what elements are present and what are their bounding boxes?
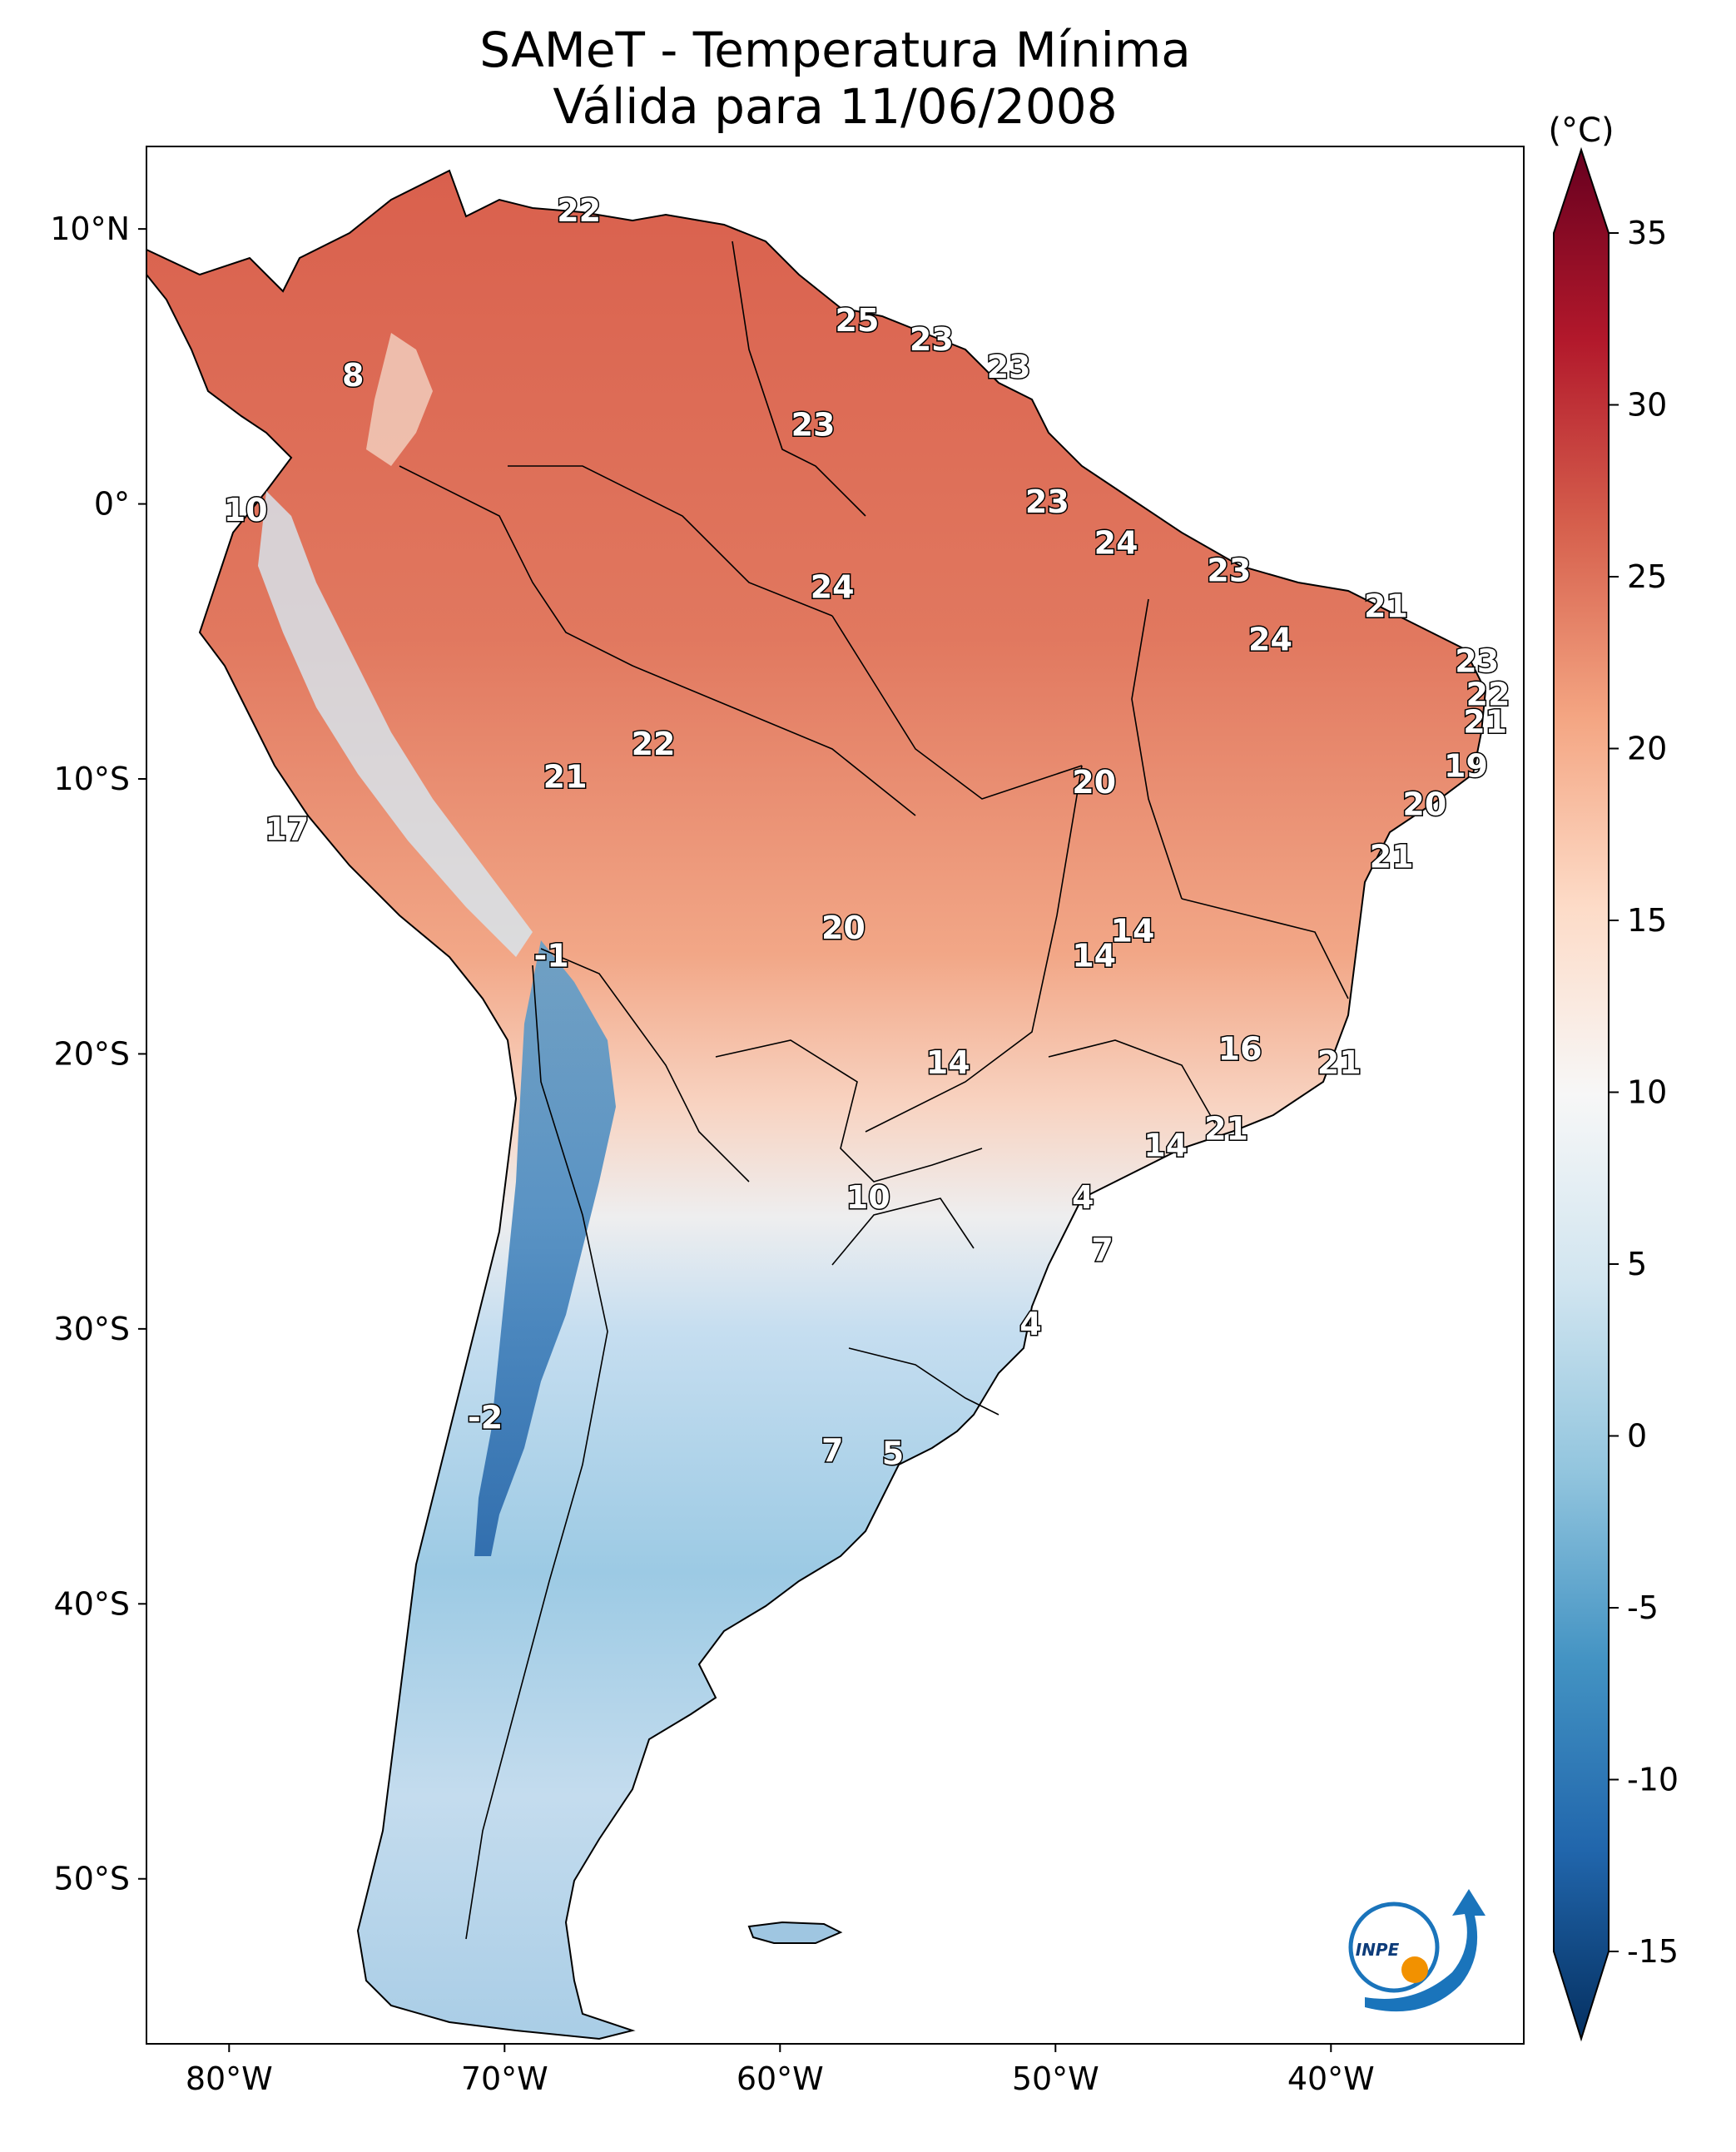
station-value-label: 10 bbox=[846, 1179, 890, 1216]
lat-tick-label: 0° bbox=[94, 486, 130, 523]
station-value-label: 14 bbox=[1072, 937, 1116, 974]
station-value-label: 21 bbox=[1204, 1110, 1248, 1147]
station-value-label: 14 bbox=[1111, 913, 1155, 950]
map-title: SAMeT - Temperatura Mínima bbox=[479, 22, 1191, 78]
colorbar-tick-label: 15 bbox=[1627, 902, 1667, 939]
country-borders bbox=[399, 240, 1349, 1940]
station-value-label: 7 bbox=[821, 1432, 843, 1469]
lon-tick-label: 80°W bbox=[186, 2060, 273, 2097]
station-value-label: 21 bbox=[1364, 588, 1408, 625]
station-value-label: 14 bbox=[926, 1044, 970, 1081]
station-value-label: 20 bbox=[1072, 764, 1116, 801]
station-value-label: 20 bbox=[821, 910, 866, 946]
station-value-label: 4 bbox=[1019, 1306, 1041, 1342]
colorbar-unit: (°C) bbox=[1548, 112, 1614, 150]
andes-cold-region bbox=[474, 940, 616, 1556]
colombia-highlands bbox=[366, 333, 433, 466]
andes-north-cool bbox=[258, 491, 533, 957]
station-value-label: 20 bbox=[1402, 786, 1446, 823]
station-value-label: 5 bbox=[882, 1435, 904, 1471]
lon-tick-label: 50°W bbox=[1012, 2060, 1099, 2097]
station-value-label: 21 bbox=[1370, 838, 1414, 875]
colorbar-tick-label: 20 bbox=[1627, 731, 1667, 767]
station-value-label: 23 bbox=[910, 321, 954, 358]
colorbar-body bbox=[1553, 146, 1610, 2042]
station-value-label: 7 bbox=[1091, 1232, 1113, 1268]
station-value-label: 24 bbox=[1094, 525, 1138, 562]
latitude-ticks: 10°N 0° 10°S 20°S 30°S 40°S 50°S bbox=[50, 211, 146, 1897]
map-subtitle: Válida para 11/06/2008 bbox=[553, 78, 1118, 135]
colorbar-tick-label: 25 bbox=[1627, 558, 1667, 595]
longitude-ticks: 80°W 70°W 60°W 50°W 40°W bbox=[186, 2044, 1375, 2097]
station-value-label: 10 bbox=[224, 492, 268, 528]
colorbar-tick-label: 10 bbox=[1627, 1074, 1667, 1111]
station-value-label: 23 bbox=[1455, 643, 1499, 680]
colorbar-tick-label: 5 bbox=[1627, 1246, 1647, 1282]
station-value-label: 23 bbox=[791, 407, 836, 444]
lon-tick-label: 60°W bbox=[737, 2060, 824, 2097]
station-value-label: 22 bbox=[632, 726, 676, 762]
station-value-label: -1 bbox=[533, 937, 568, 974]
station-value-label: 19 bbox=[1444, 747, 1488, 784]
station-value-label: -2 bbox=[468, 1399, 503, 1435]
lat-tick-label: 10°N bbox=[50, 211, 130, 247]
station-value-label: 21 bbox=[1317, 1044, 1362, 1081]
falkland-islands bbox=[747, 1921, 843, 1944]
lat-tick-label: 50°S bbox=[54, 1861, 130, 1897]
station-value-label: 23 bbox=[1025, 483, 1069, 520]
station-value-label: 23 bbox=[987, 349, 1031, 385]
map-frame bbox=[146, 146, 1525, 2045]
station-value-label: 14 bbox=[1143, 1127, 1188, 1163]
colorbar: (°C) 35 30 25 20 15 10 5 0 -5 -10 -15 bbox=[1548, 112, 1679, 2042]
logo-circle bbox=[1348, 1902, 1440, 1993]
station-value-label: 16 bbox=[1218, 1031, 1262, 1068]
logo-text: INPE bbox=[1356, 1940, 1400, 1960]
inpe-logo: INPE bbox=[1348, 1889, 1486, 2012]
station-value-label: 22 bbox=[1466, 676, 1510, 712]
colorbar-tick-label: 0 bbox=[1627, 1418, 1647, 1455]
station-value-label: 24 bbox=[1248, 621, 1292, 657]
station-value-label: 23 bbox=[1207, 553, 1251, 589]
station-value-label: 21 bbox=[543, 759, 588, 796]
colorbar-tick-label: 30 bbox=[1627, 387, 1667, 424]
lat-tick-label: 30°S bbox=[54, 1311, 130, 1347]
colorbar-ticks: 35 30 25 20 15 10 5 0 -5 -10 -15 bbox=[1609, 215, 1679, 1970]
continent-land bbox=[146, 169, 1487, 2040]
lon-tick-label: 40°W bbox=[1287, 2060, 1375, 2097]
logo-orange-dot bbox=[1401, 1956, 1428, 1983]
lat-tick-label: 20°S bbox=[54, 1035, 130, 1072]
station-value-label: 25 bbox=[836, 302, 880, 339]
station-value-label: 24 bbox=[811, 569, 855, 606]
colorbar-tick-label: -5 bbox=[1627, 1589, 1659, 1626]
logo-swoosh bbox=[1365, 1889, 1486, 2012]
station-value-label: 8 bbox=[342, 357, 364, 394]
lon-tick-label: 70°W bbox=[461, 2060, 548, 2097]
colorbar-tick-label: -10 bbox=[1627, 1762, 1679, 1798]
station-value-label: 17 bbox=[265, 811, 309, 847]
station-value-label: 22 bbox=[557, 192, 601, 229]
station-value-label: 4 bbox=[1072, 1179, 1094, 1216]
lat-tick-label: 40°S bbox=[54, 1585, 130, 1622]
map-area bbox=[146, 169, 1487, 2040]
colorbar-tick-label: 35 bbox=[1627, 215, 1667, 251]
station-value-label: 21 bbox=[1463, 703, 1507, 740]
lat-tick-label: 10°S bbox=[54, 761, 130, 797]
colorbar-tick-label: -15 bbox=[1627, 1933, 1679, 1970]
